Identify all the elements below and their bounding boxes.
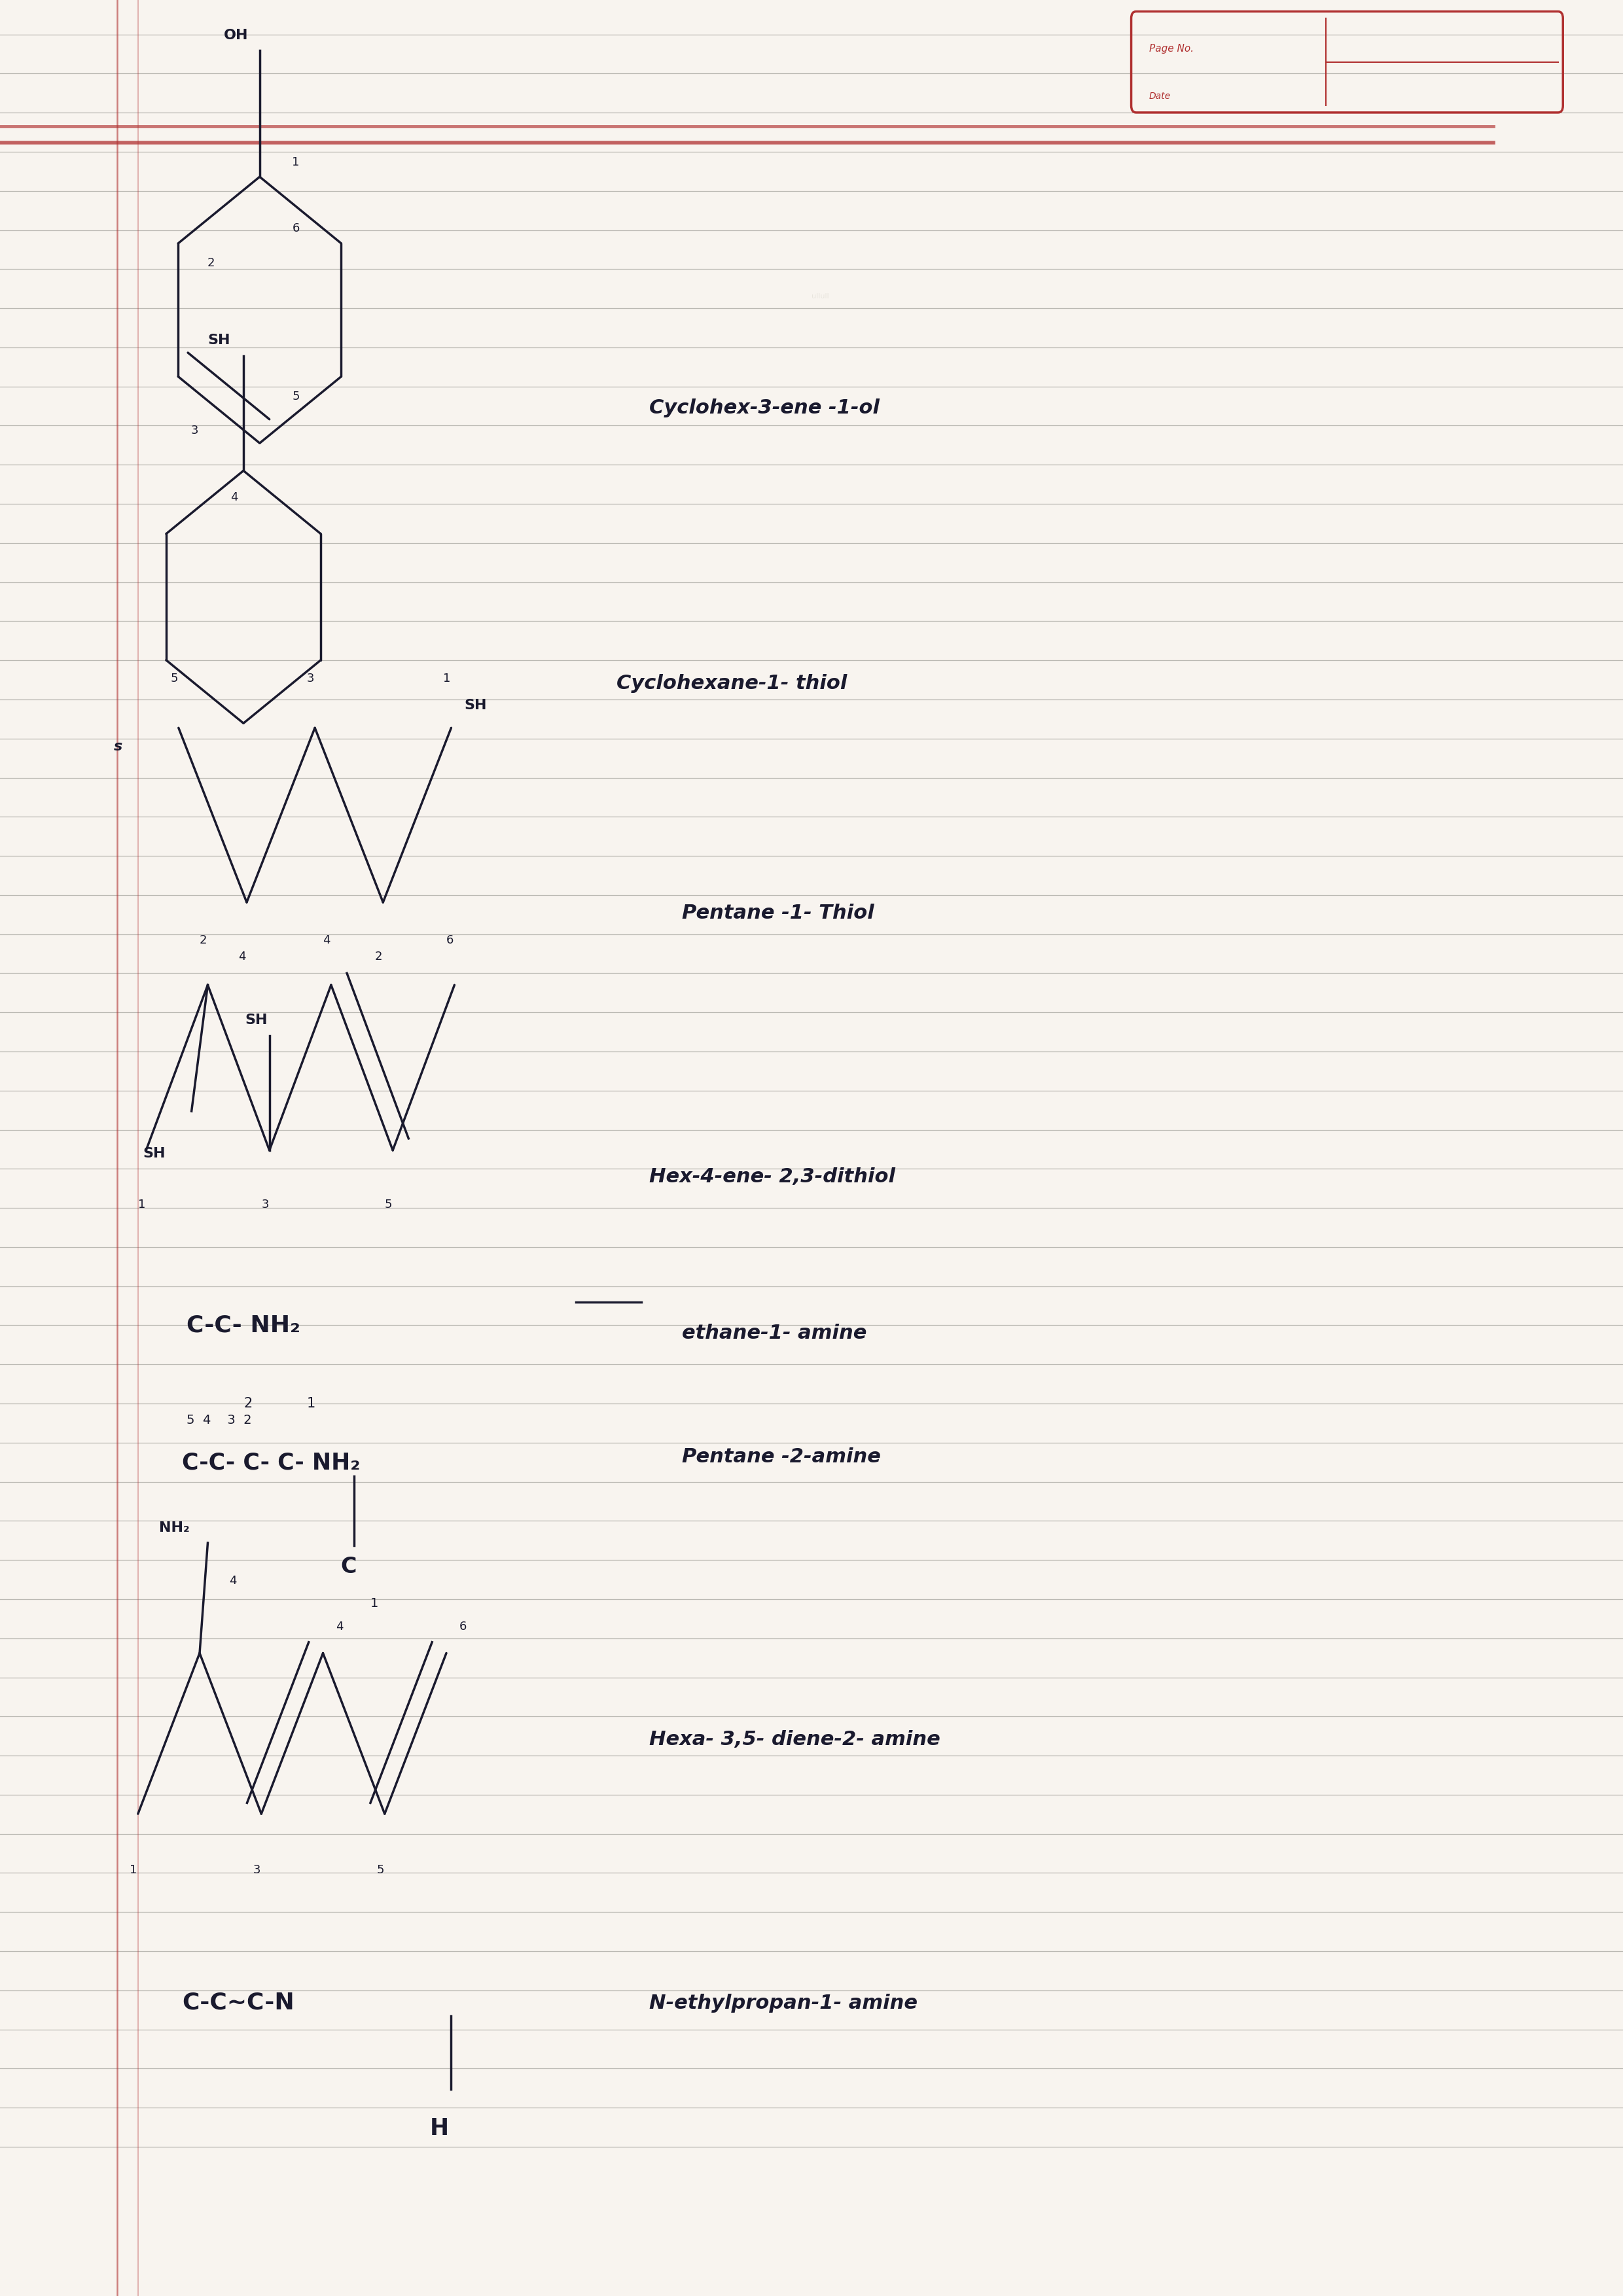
Text: N-ethylpropan-1- amine: N-ethylpropan-1- amine (649, 1993, 917, 2014)
Text: 3: 3 (253, 1864, 261, 1876)
Text: 6: 6 (446, 934, 454, 946)
Text: 5: 5 (385, 1199, 393, 1210)
Text: SH: SH (464, 698, 487, 712)
Text: Date: Date (1149, 92, 1170, 101)
Text: 6: 6 (459, 1621, 467, 1632)
Text: 5  4    3  2: 5 4 3 2 (187, 1414, 252, 1426)
Text: C-C- NH₂: C-C- NH₂ (187, 1313, 300, 1336)
Text: 5: 5 (170, 673, 179, 684)
Text: C-C∼C-N: C-C∼C-N (182, 1991, 294, 2014)
Text: 5: 5 (377, 1864, 385, 1876)
Text: 2: 2 (208, 257, 214, 269)
Text: 1: 1 (443, 673, 451, 684)
Text: Hexa- 3,5- diene-2- amine: Hexa- 3,5- diene-2- amine (649, 1729, 940, 1750)
Text: Cyclohex-3-ene -1-ol: Cyclohex-3-ene -1-ol (649, 397, 880, 418)
Text: C-C- C- C- NH₂: C-C- C- C- NH₂ (182, 1451, 360, 1474)
Text: H: H (430, 2117, 450, 2140)
Text: ethane-1- amine: ethane-1- amine (682, 1322, 867, 1343)
Text: s: s (114, 739, 122, 753)
Text: SH: SH (143, 1146, 166, 1159)
Text: 2: 2 (375, 951, 383, 962)
Text: Pentane -1- Thiol: Pentane -1- Thiol (682, 902, 873, 923)
Text: Cyclohexane-1- thiol: Cyclohexane-1- thiol (617, 673, 847, 693)
Text: 4: 4 (323, 934, 331, 946)
Text: 3: 3 (261, 1199, 269, 1210)
Text: SH: SH (208, 333, 230, 347)
Text: 1: 1 (138, 1199, 146, 1210)
Text: 1: 1 (292, 156, 300, 168)
Text: 4: 4 (336, 1621, 344, 1632)
Text: Hex-4-ene- 2,3-dithiol: Hex-4-ene- 2,3-dithiol (649, 1166, 896, 1187)
Text: 5: 5 (292, 390, 300, 402)
Text: 2: 2 (200, 934, 208, 946)
Text: 1: 1 (370, 1598, 378, 1609)
Text: 2: 2 (243, 1396, 252, 1410)
Text: Page No.: Page No. (1149, 44, 1193, 53)
Text: 3: 3 (192, 425, 198, 436)
Text: 4: 4 (229, 1575, 237, 1587)
Text: C: C (341, 1557, 357, 1577)
Text: 1: 1 (307, 1396, 315, 1410)
Text: SH: SH (245, 1013, 268, 1026)
Text: ullull: ullull (812, 294, 829, 301)
Text: 3: 3 (307, 673, 315, 684)
Text: 6: 6 (292, 223, 300, 234)
Text: 4: 4 (239, 951, 247, 962)
Text: 1: 1 (130, 1864, 138, 1876)
Text: OH: OH (224, 28, 248, 41)
Text: NH₂: NH₂ (159, 1520, 190, 1534)
Text: Pentane -2-amine: Pentane -2-amine (682, 1446, 881, 1467)
Text: 4: 4 (230, 491, 239, 503)
